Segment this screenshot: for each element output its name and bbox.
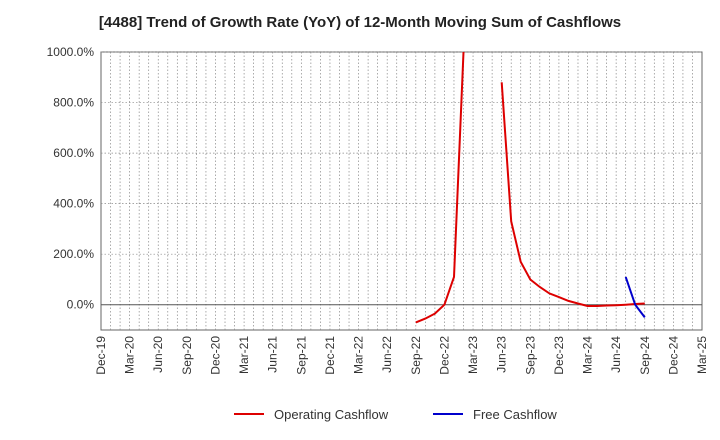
y-tick-label: 1000.0% [47, 45, 95, 59]
y-tick-label: 0.0% [67, 298, 95, 312]
x-tick-label: Sep-22 [409, 336, 423, 375]
x-tick-label: Jun-24 [609, 336, 623, 373]
x-tick-label: Mar-22 [352, 336, 366, 374]
x-tick-label: Jun-21 [266, 336, 280, 373]
x-tick-label: Mar-24 [581, 336, 595, 374]
series-lines [415, 52, 646, 324]
legend-label-free-cashflow: Free Cashflow [473, 407, 557, 422]
x-tick-label: Dec-22 [437, 336, 451, 375]
x-tick-label: Jun-23 [495, 336, 509, 373]
y-tick-label: 600.0% [53, 146, 94, 160]
legend: Operating Cashflow Free Cashflow [234, 407, 557, 422]
x-tick-label: Mar-21 [237, 336, 251, 374]
x-tick-label: Sep-20 [180, 336, 194, 375]
x-tick-label: Dec-20 [208, 336, 222, 375]
x-tick-label: Sep-21 [294, 336, 308, 375]
legend-label-operating-cashflow: Operating Cashflow [274, 407, 389, 422]
x-tick-label: Dec-19 [94, 336, 108, 375]
x-tick-label: Jun-22 [380, 336, 394, 373]
x-tick-label: Jun-20 [151, 336, 165, 373]
x-tick-label: Mar-23 [466, 336, 480, 374]
series-line-free-cashflow [624, 276, 646, 319]
x-tick-label: Mar-20 [123, 336, 137, 374]
x-tick-label: Dec-23 [552, 336, 566, 375]
x-tick-label: Sep-24 [638, 336, 652, 375]
y-tick-label: 400.0% [53, 197, 94, 211]
x-tick-label: Dec-24 [666, 336, 680, 375]
series-line-operating-cashflow [500, 82, 645, 307]
y-axis-tick-labels: 1000.0% 800.0% 600.0% 400.0% 200.0% 0.0% [47, 45, 95, 312]
grid-lines [101, 51, 702, 330]
x-tick-label: Mar-25 [695, 336, 709, 374]
chart-title: [4488] Trend of Growth Rate (YoY) of 12-… [98, 14, 622, 31]
x-tick-label: Sep-23 [523, 336, 537, 375]
y-tick-label: 200.0% [53, 247, 94, 261]
series-line-operating-cashflow [415, 52, 465, 324]
y-tick-label: 800.0% [53, 96, 94, 110]
plot-area [100, 51, 703, 331]
x-tick-label: Dec-21 [323, 336, 337, 375]
x-axis-tick-labels: Dec-19 Mar-20 Jun-20 Sep-20 Dec-20 Mar-21 Jun-… [94, 336, 709, 375]
